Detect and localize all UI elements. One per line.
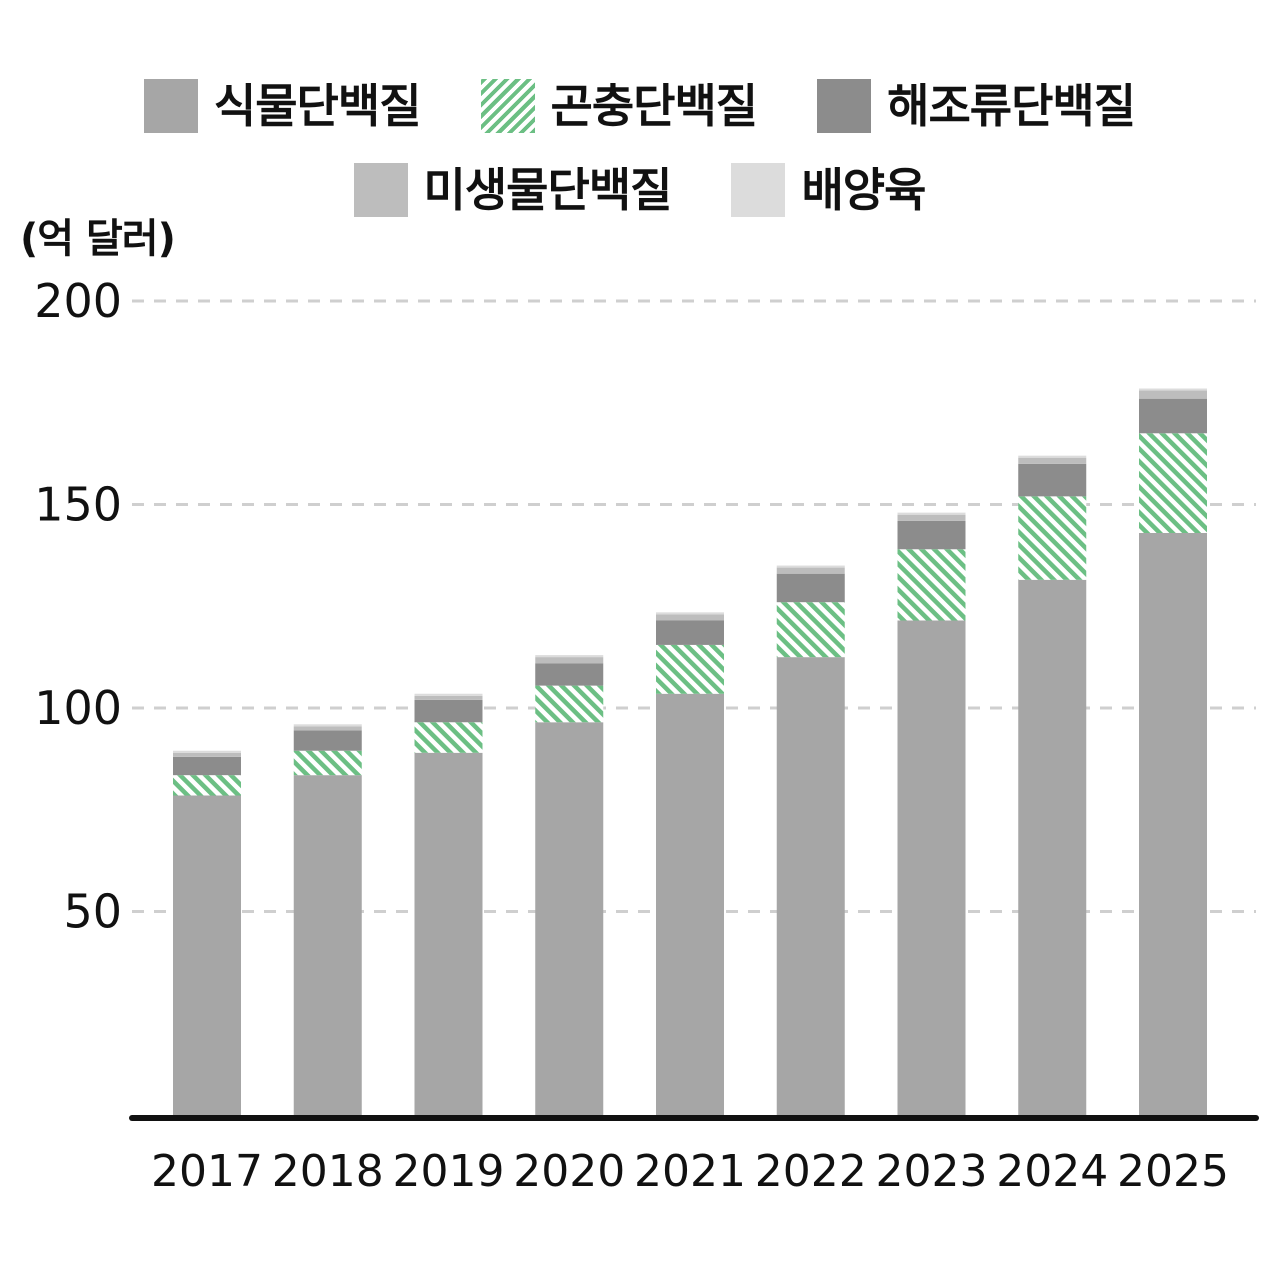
bar-segment (414, 752, 483, 1115)
legend-item-microbial-protein: 미생물단백질 (353, 162, 673, 218)
legend-item-plant-protein: 식물단백질 (143, 78, 422, 134)
bar-segment (414, 693, 483, 696)
x-tick-label: 2019 (393, 1146, 505, 1197)
bar-segment (1018, 463, 1087, 497)
bar-segment (293, 724, 362, 727)
bar-segment (535, 722, 604, 1115)
y-tick-label: 150 (34, 478, 122, 532)
legend-swatch-insect-protein (480, 79, 535, 133)
y-tick-labels: 50 100 150 200 (34, 274, 122, 939)
bar-segment (293, 750, 362, 776)
unit-label: (억 달러) (20, 216, 176, 262)
legend-label: 배양육 (801, 163, 926, 217)
bar-segment (776, 565, 845, 568)
bar-segment (1139, 532, 1207, 1115)
bar-segment (656, 693, 724, 1115)
bar-segment (656, 644, 724, 694)
x-tick-label: 2022 (755, 1146, 867, 1197)
legend-label: 해조류단백질 (887, 79, 1136, 133)
bar-segment (1139, 390, 1207, 399)
bar-segment (414, 722, 483, 753)
legend-item-cultured-meat: 배양육 (731, 162, 926, 218)
bar-segment (776, 602, 845, 658)
legend-row-1: 식물단백질 곤충단백질 해조류단백질 (0, 78, 1279, 134)
bar-segment (1018, 496, 1087, 580)
x-tick-label: 2018 (272, 1146, 384, 1197)
bar-segment (414, 699, 483, 723)
bar-segment (414, 695, 483, 700)
bar-segment (293, 775, 362, 1115)
bar-segment (656, 620, 724, 645)
bar-segment (1139, 433, 1207, 533)
x-tick-label: 2020 (513, 1146, 625, 1197)
bar-segment (173, 795, 241, 1115)
bar-segment (656, 614, 724, 621)
x-tick-label: 2024 (996, 1146, 1108, 1197)
x-tick-label: 2023 (876, 1146, 988, 1197)
bar-segment (1139, 388, 1207, 391)
legend-item-insect-protein: 곤충단백질 (480, 78, 759, 134)
bar-segment (535, 685, 604, 723)
x-tick-label: 2021 (634, 1146, 746, 1197)
legend-item-algae-protein: 해조류단백질 (817, 78, 1136, 134)
bar-segment (173, 750, 241, 753)
bar-segment (1139, 398, 1207, 434)
y-tick-label: 100 (34, 681, 122, 735)
bar-segment (1018, 455, 1087, 458)
bar-segment (897, 520, 966, 550)
legend-swatch-microbial-protein (353, 163, 408, 217)
bar-segment (776, 657, 845, 1115)
bar-segment (173, 752, 241, 757)
legend-swatch-cultured-meat (731, 163, 786, 217)
bar-segment (535, 663, 604, 686)
bar-segment (293, 730, 362, 751)
bar-segment (776, 573, 845, 603)
x-tick-label: 2025 (1117, 1146, 1229, 1197)
bar-segment (656, 612, 724, 615)
legend-row-2: 미생물단백질 배양육 (0, 162, 1279, 218)
bar-segment (535, 657, 604, 664)
bar-segment (1018, 579, 1087, 1115)
x-tick-labels: 2017 2018 2019 2020 2021 2022 2023 2024 2025 (151, 1146, 1229, 1197)
bar-segment (293, 726, 362, 731)
bar-segment (897, 549, 966, 621)
legend-label: 식물단백질 (213, 79, 422, 133)
bar-segment (897, 620, 966, 1115)
legend-swatch-plant-protein (143, 79, 198, 133)
bar-segment (173, 756, 241, 776)
bar-segment (897, 514, 966, 521)
legend-label: 곤충단백질 (550, 79, 759, 133)
bars (173, 388, 1207, 1115)
bar-segment (897, 512, 966, 515)
bar-segment (173, 775, 241, 796)
bar-segment (535, 655, 604, 658)
legend-label: 미생물단백질 (423, 163, 673, 217)
y-tick-label: 50 (63, 885, 122, 939)
x-tick-label: 2017 (151, 1146, 263, 1197)
bar-segment (776, 567, 845, 574)
legend-swatch-algae-protein (817, 79, 872, 133)
y-tick-label: 200 (34, 274, 122, 328)
bar-segment (1018, 457, 1087, 464)
